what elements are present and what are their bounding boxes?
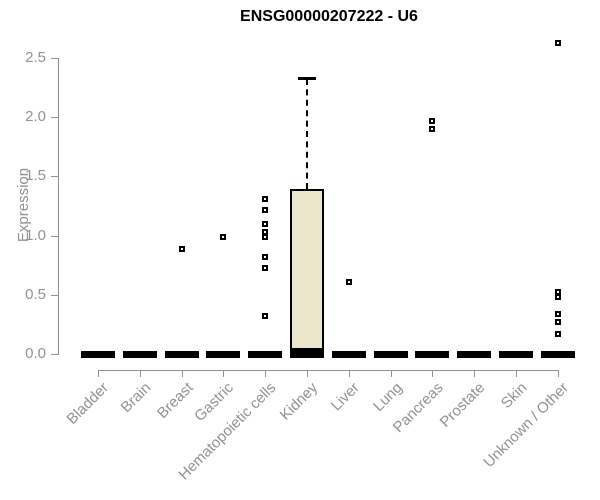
y-axis-line	[58, 58, 59, 355]
outlier-point	[262, 265, 268, 271]
x-axis-tick	[265, 370, 266, 377]
y-tick-label: 2.0	[25, 108, 46, 125]
y-axis-tick	[51, 117, 58, 118]
box-collapsed	[541, 351, 575, 358]
box-collapsed	[457, 351, 491, 358]
x-axis-line	[98, 370, 559, 371]
y-axis-tick	[51, 236, 58, 237]
x-tick-label: Liver	[328, 379, 364, 415]
x-tick-label: Brain	[117, 379, 155, 417]
outlier-point	[262, 207, 268, 213]
y-tick-label: 1.0	[25, 227, 46, 244]
box-collapsed	[206, 351, 240, 358]
x-tick-label: Lung	[369, 379, 406, 415]
outlier-point	[220, 234, 226, 240]
x-axis-tick	[516, 370, 517, 377]
x-tick-label: Prostate	[436, 379, 489, 431]
y-tick-label: 2.5	[25, 49, 46, 66]
outlier-point	[262, 234, 268, 240]
x-axis-tick	[349, 370, 350, 377]
x-axis-tick	[307, 370, 308, 377]
x-axis-tick	[223, 370, 224, 377]
outlier-point	[262, 254, 268, 260]
y-axis-tick	[51, 176, 58, 177]
x-tick-label: Bladder	[63, 379, 113, 428]
y-tick-label: 0.5	[25, 286, 46, 303]
outlier-point	[429, 126, 435, 132]
y-axis-tick	[51, 295, 58, 296]
whisker-upper	[306, 79, 308, 189]
outlier-point	[262, 313, 268, 319]
box	[290, 189, 324, 358]
outlier-point	[262, 221, 268, 227]
chart-title: ENSG00000207222 - U6	[240, 8, 418, 25]
outlier-point	[555, 40, 561, 46]
x-axis-tick	[98, 370, 99, 377]
y-axis-tick	[51, 354, 58, 355]
box-collapsed	[81, 351, 115, 358]
x-axis-tick	[558, 370, 559, 377]
x-axis-tick	[391, 370, 392, 377]
outlier-point	[262, 196, 268, 202]
outlier-point	[555, 331, 561, 337]
x-axis-tick	[140, 370, 141, 377]
outlier-point	[555, 319, 561, 325]
y-tick-label: 1.5	[25, 167, 46, 184]
box-collapsed	[415, 351, 449, 358]
outlier-point	[346, 279, 352, 285]
y-tick-label: 0.0	[25, 345, 46, 362]
box-collapsed	[332, 351, 366, 358]
median-line	[290, 348, 324, 356]
y-axis-tick	[51, 58, 58, 59]
x-tick-label: Skin	[497, 379, 531, 412]
outlier-point	[429, 118, 435, 124]
box-collapsed	[374, 351, 408, 358]
x-axis-tick	[474, 370, 475, 377]
x-tick-label: Breast	[153, 379, 197, 422]
outlier-point	[555, 294, 561, 300]
box-collapsed	[123, 351, 157, 358]
x-tick-label: Kidney	[276, 379, 322, 424]
x-axis-tick	[432, 370, 433, 377]
whisker-cap	[298, 77, 316, 80]
box-collapsed	[248, 351, 282, 358]
outlier-point	[555, 311, 561, 317]
x-axis-tick	[182, 370, 183, 377]
box-collapsed	[499, 351, 533, 358]
box-collapsed	[165, 351, 199, 358]
outlier-point	[179, 246, 185, 252]
y-axis-label: Expression	[15, 167, 32, 243]
